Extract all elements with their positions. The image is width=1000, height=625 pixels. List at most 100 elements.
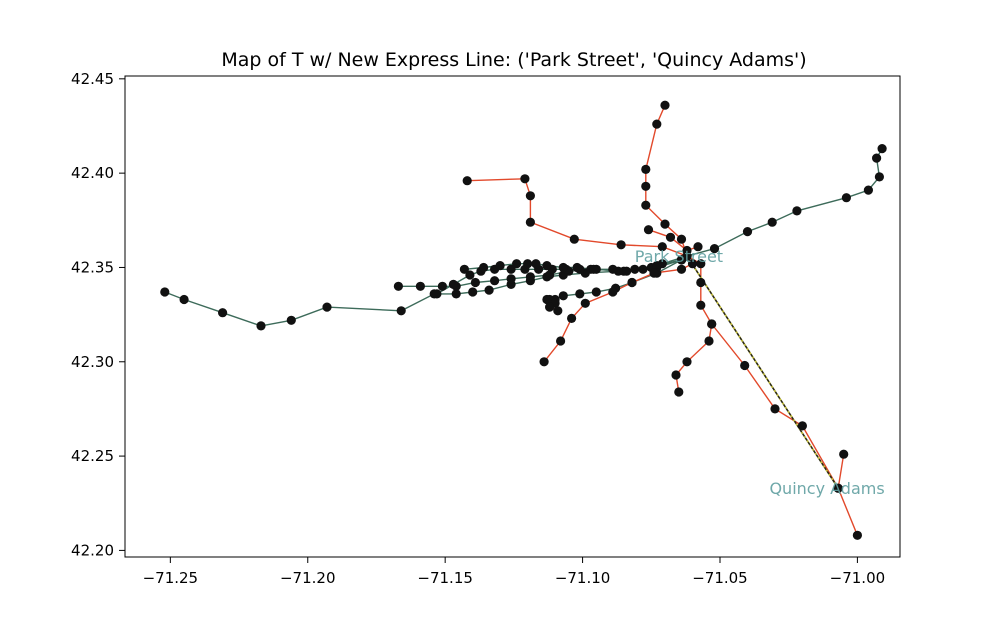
station-point: [393, 281, 403, 291]
station-point: [696, 300, 706, 310]
station-point: [704, 336, 714, 346]
x-tick-label: −71.05: [692, 569, 748, 587]
express-line-dots: [686, 255, 839, 489]
station-point: [696, 277, 706, 288]
station-point: [415, 281, 425, 291]
station-point: [676, 264, 687, 274]
station-point: [448, 279, 458, 289]
station-label: Park Street: [635, 247, 723, 266]
station-point: [591, 287, 601, 297]
station-point: [432, 289, 442, 299]
station-point: [286, 315, 296, 325]
station-point: [839, 449, 849, 459]
station-point: [525, 191, 536, 201]
station-point: [877, 144, 887, 154]
y-tick-label: 42.25: [71, 447, 114, 465]
station-point: [797, 421, 808, 431]
station-point: [616, 240, 626, 250]
station-point: [525, 217, 536, 227]
station-point: [160, 287, 170, 297]
station-point: [657, 242, 667, 252]
x-tick-label: −71.10: [555, 569, 611, 587]
station-point: [630, 264, 640, 274]
station-point: [608, 287, 618, 297]
station-point: [682, 357, 692, 367]
station-point: [256, 321, 266, 331]
station-point: [674, 387, 684, 397]
station-point: [567, 313, 577, 323]
station-point: [676, 234, 687, 244]
station-point: [495, 261, 505, 271]
station-point: [490, 276, 500, 286]
y-tick-label: 42.20: [71, 541, 114, 559]
station-point: [523, 259, 533, 269]
station-point: [437, 281, 447, 291]
station-point: [665, 232, 676, 242]
station-point: [322, 302, 332, 312]
station-point: [553, 306, 563, 316]
station-point: [874, 172, 885, 182]
station-point: [218, 308, 228, 318]
station-point: [660, 219, 670, 229]
station-point: [740, 360, 750, 371]
station-point: [608, 264, 618, 274]
red-line-path: [837, 454, 845, 489]
station-point: [465, 270, 475, 280]
station-point: [682, 245, 692, 256]
station-point: [484, 285, 494, 295]
station-point: [767, 217, 777, 227]
station-point: [638, 264, 648, 274]
chart-title: Map of T w/ New Express Line: ('Park Str…: [221, 49, 806, 71]
station-point: [693, 242, 703, 252]
station-point: [569, 234, 579, 244]
station-point: [652, 119, 662, 129]
x-tick-label: −71.25: [143, 569, 199, 587]
station-point: [459, 264, 469, 274]
station-point: [641, 164, 651, 174]
station-point: [770, 404, 780, 414]
station-point: [641, 181, 651, 191]
station-point: [506, 274, 516, 284]
station-point: [511, 259, 522, 269]
x-tick-label: −71.00: [830, 569, 886, 587]
station-point: [396, 306, 406, 316]
station-point: [479, 262, 489, 273]
station-point: [641, 200, 651, 210]
station-point: [660, 100, 670, 110]
y-tick-label: 42.40: [71, 164, 114, 182]
station-point: [872, 153, 882, 163]
station-point: [833, 483, 843, 493]
station-point: [558, 291, 568, 301]
x-tick-label: −71.20: [280, 569, 336, 587]
y-tick-label: 42.30: [71, 353, 114, 371]
station-point: [558, 262, 568, 273]
station-point: [179, 294, 189, 305]
station-point: [709, 244, 720, 254]
axes-frame: [124, 75, 901, 558]
station-point: [589, 264, 599, 274]
station-point: [545, 302, 555, 312]
station-point: [649, 268, 659, 278]
station-point: [531, 259, 541, 269]
station-point: [525, 272, 536, 282]
station-point: [542, 261, 552, 271]
station-point: [671, 370, 681, 380]
station-point: [863, 185, 874, 195]
station-point: [575, 289, 585, 299]
x-tick-label: −71.15: [417, 569, 473, 587]
station-point: [572, 262, 582, 273]
station-point: [556, 336, 566, 346]
station-point: [627, 277, 637, 288]
y-tick-label: 42.45: [71, 70, 114, 88]
station-point: [643, 225, 654, 235]
station-point: [687, 259, 698, 269]
station-point: [622, 266, 632, 276]
station-point: [468, 287, 478, 297]
y-tick-label: 42.35: [71, 258, 114, 276]
station-point: [470, 277, 480, 288]
station-point: [696, 259, 706, 269]
station-point: [852, 530, 863, 540]
station-point: [451, 289, 461, 299]
